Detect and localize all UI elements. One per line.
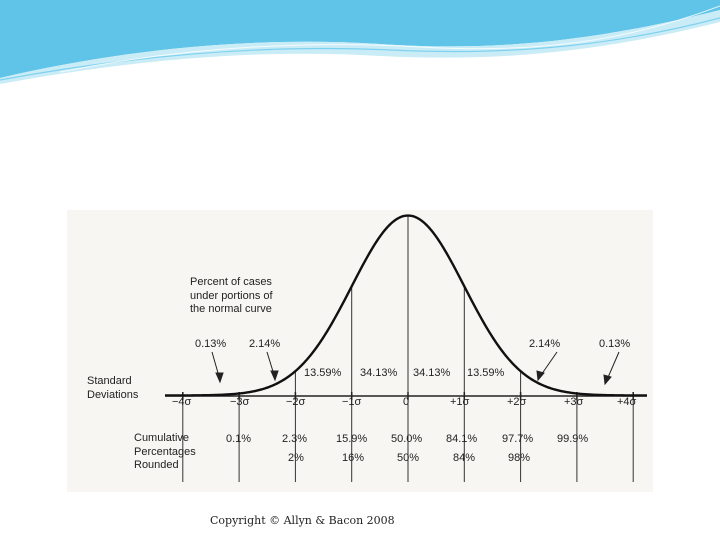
cumulative-caption-line: Percentages (134, 445, 196, 458)
percent-caption-line: the normal curve (190, 303, 272, 315)
arrowhead-left-inner (270, 370, 279, 382)
sd-tick-label: −3σ (230, 396, 250, 408)
sd-tick-label: +1σ (450, 396, 470, 408)
cumulative-caption-line: Rounded (134, 459, 179, 471)
sd-caption-line: Deviations (87, 388, 139, 401)
arrowhead-right-inner (536, 370, 545, 382)
cumulative-value: 50.0% (391, 433, 423, 445)
cumulative-value: 99.9% (557, 433, 589, 445)
header-wave (0, 0, 720, 84)
cumulative-value: 2.3% (282, 433, 308, 445)
copyright-footer: Copyright © Allyn & Bacon 2008 (210, 514, 395, 527)
rounded-value: 2% (288, 452, 304, 464)
arrowhead-left-outer (215, 372, 224, 384)
sd-caption: Standard Deviations (87, 375, 138, 402)
rounded-value: 98% (508, 452, 531, 464)
sd-lines (182, 216, 634, 482)
tail-label-right-inner: 2.14% (529, 338, 561, 350)
cumulative-value: 97.7% (502, 433, 534, 445)
arrowhead-right-outer (603, 374, 612, 386)
region-percent: 34.13% (413, 367, 451, 379)
region-percent: 34.13% (360, 367, 398, 379)
cumulative-caption-line: Cumulative (134, 432, 190, 444)
region-percent: 13.59% (467, 367, 505, 379)
tail-label-right-outer: 0.13% (599, 338, 631, 350)
rounded-value: 84% (453, 452, 476, 464)
normal-distribution-figure: Percent of cases under portions of the n… (67, 210, 653, 492)
sd-tick-label: +3σ (564, 396, 584, 408)
cumulative-value: 0.1% (226, 433, 252, 445)
region-percent: 13.59% (304, 367, 342, 379)
rounded-value: 50% (397, 452, 420, 464)
cumulative-caption: Cumulative Percentages Rounded (134, 432, 196, 473)
normal-curve-diagram (165, 214, 648, 482)
percent-caption-line: Percent of cases (190, 276, 272, 288)
sd-tick-label: +4σ (617, 396, 637, 408)
sd-caption-line: Standard (87, 375, 132, 387)
tail-label-left-outer: 0.13% (195, 338, 227, 350)
sd-tick-label: 0 (403, 396, 410, 408)
tail-label-left-inner: 2.14% (249, 338, 281, 350)
sd-tick-label: −2σ (286, 396, 306, 408)
sd-tick-label: +2σ (507, 396, 527, 408)
percent-caption-line: under portions of (190, 289, 273, 302)
rounded-value: 16% (342, 452, 365, 464)
cumulative-value: 15.9% (336, 433, 368, 445)
tail-arrows (211, 351, 620, 386)
sd-tick-label: −4σ (172, 396, 192, 408)
sd-tick-label: −1σ (342, 396, 362, 408)
normal-curve (165, 214, 648, 397)
cumulative-value: 84.1% (446, 433, 478, 445)
percent-caption: Percent of cases under portions of the n… (190, 276, 273, 317)
